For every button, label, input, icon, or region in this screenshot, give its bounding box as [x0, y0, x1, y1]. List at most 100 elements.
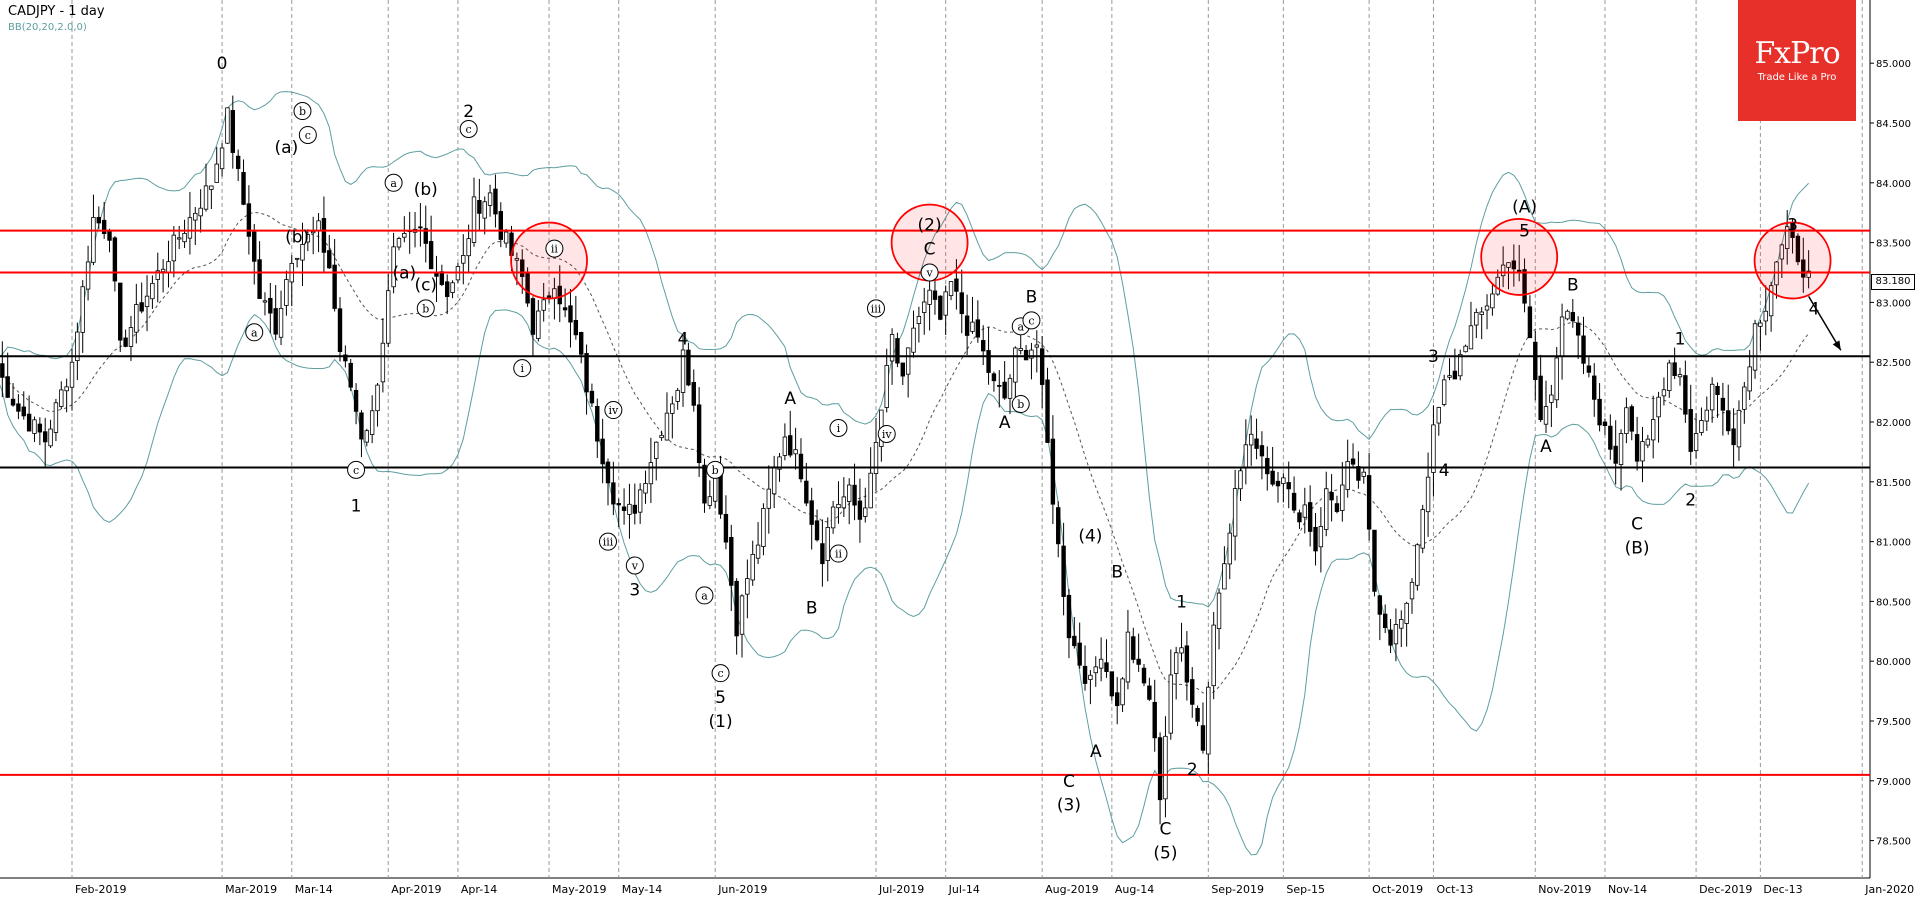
candle	[1474, 311, 1479, 326]
x-tick-label: Aug-2019	[1045, 883, 1098, 896]
candle	[863, 507, 868, 517]
wave-label: C	[1160, 820, 1172, 840]
candle	[428, 241, 434, 270]
candle	[21, 406, 26, 417]
candle	[1758, 322, 1763, 327]
wave-label: 3	[1787, 216, 1798, 236]
wave-label: a	[1017, 320, 1024, 333]
candle	[1361, 471, 1366, 477]
y-tick-label: 81.000	[1876, 538, 1911, 549]
candle	[91, 216, 96, 263]
candle	[150, 282, 155, 300]
candle	[1281, 477, 1286, 484]
candle	[112, 237, 118, 282]
candle	[1013, 347, 1018, 383]
wave-label-circle	[877, 424, 896, 443]
candle	[1490, 293, 1495, 309]
candle	[1243, 444, 1249, 469]
candle	[1667, 362, 1672, 391]
wave-label: (2)	[918, 216, 942, 236]
x-tick-label: Jun-2019	[717, 883, 767, 896]
candle	[176, 237, 182, 240]
candle	[541, 299, 546, 311]
candle	[938, 295, 943, 320]
x-tick-label: Mar-14	[295, 883, 333, 896]
candle	[1608, 425, 1613, 450]
candle	[1157, 737, 1163, 801]
candle	[284, 279, 289, 306]
candle	[1222, 563, 1227, 590]
forecast-arrow-line	[1807, 296, 1842, 351]
candle	[310, 231, 316, 234]
x-tick-label: Mar-2019	[225, 883, 277, 896]
candle	[1613, 445, 1618, 464]
candle	[873, 442, 879, 474]
candle	[1683, 375, 1688, 415]
candle	[927, 289, 932, 305]
candle	[1624, 407, 1629, 434]
candle	[648, 462, 654, 485]
candle	[203, 185, 209, 210]
candle	[1227, 532, 1232, 565]
candle	[579, 331, 584, 355]
candle	[948, 281, 954, 297]
y-tick-label: 80.500	[1876, 597, 1911, 608]
wave-label: c	[353, 464, 359, 477]
candle	[48, 428, 53, 447]
candle	[337, 308, 343, 352]
x-tick-label: Nov-2019	[1538, 883, 1591, 896]
wave-label-circle	[711, 664, 730, 683]
candle	[1479, 311, 1484, 315]
candle	[1693, 433, 1699, 452]
y-tick-label: 82.000	[1876, 418, 1911, 429]
candle	[686, 349, 691, 386]
candle	[503, 231, 509, 244]
candle	[1104, 662, 1109, 672]
wave-label: 3	[629, 580, 640, 600]
wave-label: C	[924, 240, 936, 260]
wave-label: (5)	[1153, 844, 1177, 864]
candle	[1431, 424, 1436, 473]
candle	[1275, 480, 1281, 487]
wave-label: 4	[1439, 461, 1450, 481]
wave-label: c	[466, 123, 472, 136]
candle	[964, 315, 970, 336]
candle	[771, 466, 777, 495]
x-tick-label: Apr-2019	[391, 883, 441, 896]
candle	[59, 389, 64, 407]
wave-label: a	[251, 326, 258, 339]
candle	[139, 302, 144, 312]
candle	[1109, 671, 1115, 697]
candle	[193, 212, 198, 221]
candle	[85, 261, 91, 290]
candle	[1763, 310, 1768, 322]
wave-label-circle	[695, 586, 714, 605]
candle	[1592, 375, 1597, 400]
candle	[1549, 394, 1554, 403]
candle	[573, 319, 579, 336]
candle	[991, 373, 997, 382]
highlight-circle	[1753, 221, 1832, 300]
candle	[32, 419, 37, 434]
y-tick-label: 85.000	[1876, 59, 1911, 70]
candle	[1484, 305, 1490, 311]
candle	[262, 300, 268, 303]
candle	[364, 430, 369, 443]
candle	[595, 405, 600, 442]
candle	[182, 233, 187, 243]
candle	[487, 192, 493, 206]
candle	[268, 297, 273, 314]
candle	[1302, 504, 1307, 518]
candle	[123, 337, 128, 347]
candle	[1742, 386, 1747, 410]
candle	[1554, 357, 1559, 401]
x-tick-label: May-2019	[552, 883, 607, 896]
candle	[1688, 409, 1693, 452]
candle	[696, 404, 702, 464]
highlight-circle	[510, 221, 588, 300]
candle	[1736, 409, 1742, 448]
candle	[96, 217, 101, 224]
candle	[1565, 310, 1570, 320]
wave-label: iii	[603, 536, 614, 549]
candle	[1179, 647, 1184, 654]
